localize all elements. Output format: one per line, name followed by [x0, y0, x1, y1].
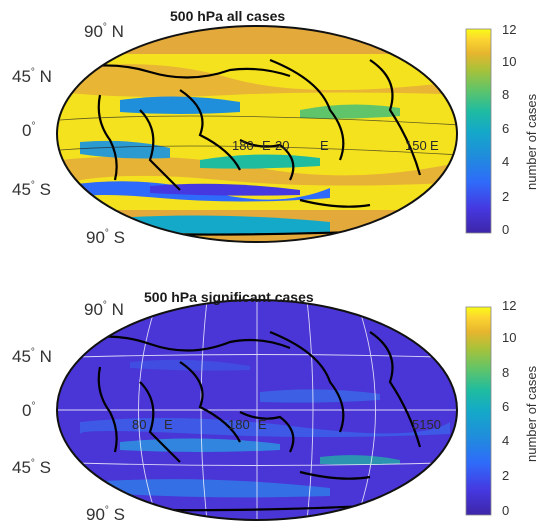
lat-label-90n: 90° N [84, 22, 124, 41]
lon-label: 5150 [412, 417, 441, 432]
lon-label: 180 [232, 138, 254, 153]
lat-label-equator: 0° [22, 401, 36, 420]
colorbar-tick: 12 [502, 298, 517, 313]
colorbar-significant-cases [465, 306, 492, 516]
map-panel-significant-cases: 500 hPa significant cases 90° N 45° N 0°… [0, 262, 550, 531]
lat-label-90s: 90° S [86, 228, 125, 247]
map-title: 500 hPa all cases [170, 8, 286, 24]
map-title: 500 hPa significant cases [144, 289, 314, 305]
colorbar-label: number of cases [524, 93, 539, 190]
lon-label: E [164, 417, 173, 432]
lat-label-equator: 0° [22, 121, 36, 140]
colorbar-label: number of cases [524, 365, 539, 462]
colorbar-tick: 2 [502, 189, 510, 204]
colorbar-tick: 2 [502, 468, 510, 483]
map-significant-cases [56, 299, 492, 521]
colorbar-tick: 0 [502, 222, 510, 237]
colorbar-tick: 6 [502, 399, 510, 414]
colorbar-tick: 10 [502, 54, 517, 69]
lon-label: E [320, 138, 329, 153]
colorbar-tick: 10 [502, 330, 517, 345]
map-panel-all-cases: 500 hPa all cases 90° N 45° N 0° 45° S 9… [0, 0, 550, 262]
colorbar-tick: 12 [502, 22, 517, 37]
lon-label: E [430, 138, 439, 153]
lat-label-90s: 90° S [86, 505, 125, 524]
colorbar-all-cases [465, 28, 492, 234]
lon-label: 20 [275, 138, 290, 153]
lon-label: 180 [228, 417, 250, 432]
lon-label: E [262, 138, 271, 153]
lon-label: 150 [405, 138, 427, 153]
map-field-significant-cases [57, 300, 457, 520]
colorbar-tick: 4 [502, 433, 510, 448]
map-field-all-cases [57, 26, 457, 242]
lat-label-45s: 45° S [12, 458, 51, 477]
lat-label-90n: 90° N [84, 300, 124, 319]
coastlines [59, 58, 451, 236]
lon-label: E [258, 417, 267, 432]
lat-label-45n: 45° N [12, 67, 52, 86]
colorbar-tick: 0 [502, 503, 510, 518]
map-all-cases [56, 25, 492, 243]
colorbar-tick: 6 [502, 121, 510, 136]
colorbar-tick: 8 [502, 87, 510, 102]
colorbar-tick: 8 [502, 365, 510, 380]
lat-label-45n: 45° N [12, 347, 52, 366]
colorbar-tick: 4 [502, 154, 510, 169]
lat-label-45s: 45° S [12, 180, 51, 199]
lon-label: 80 [132, 417, 147, 432]
